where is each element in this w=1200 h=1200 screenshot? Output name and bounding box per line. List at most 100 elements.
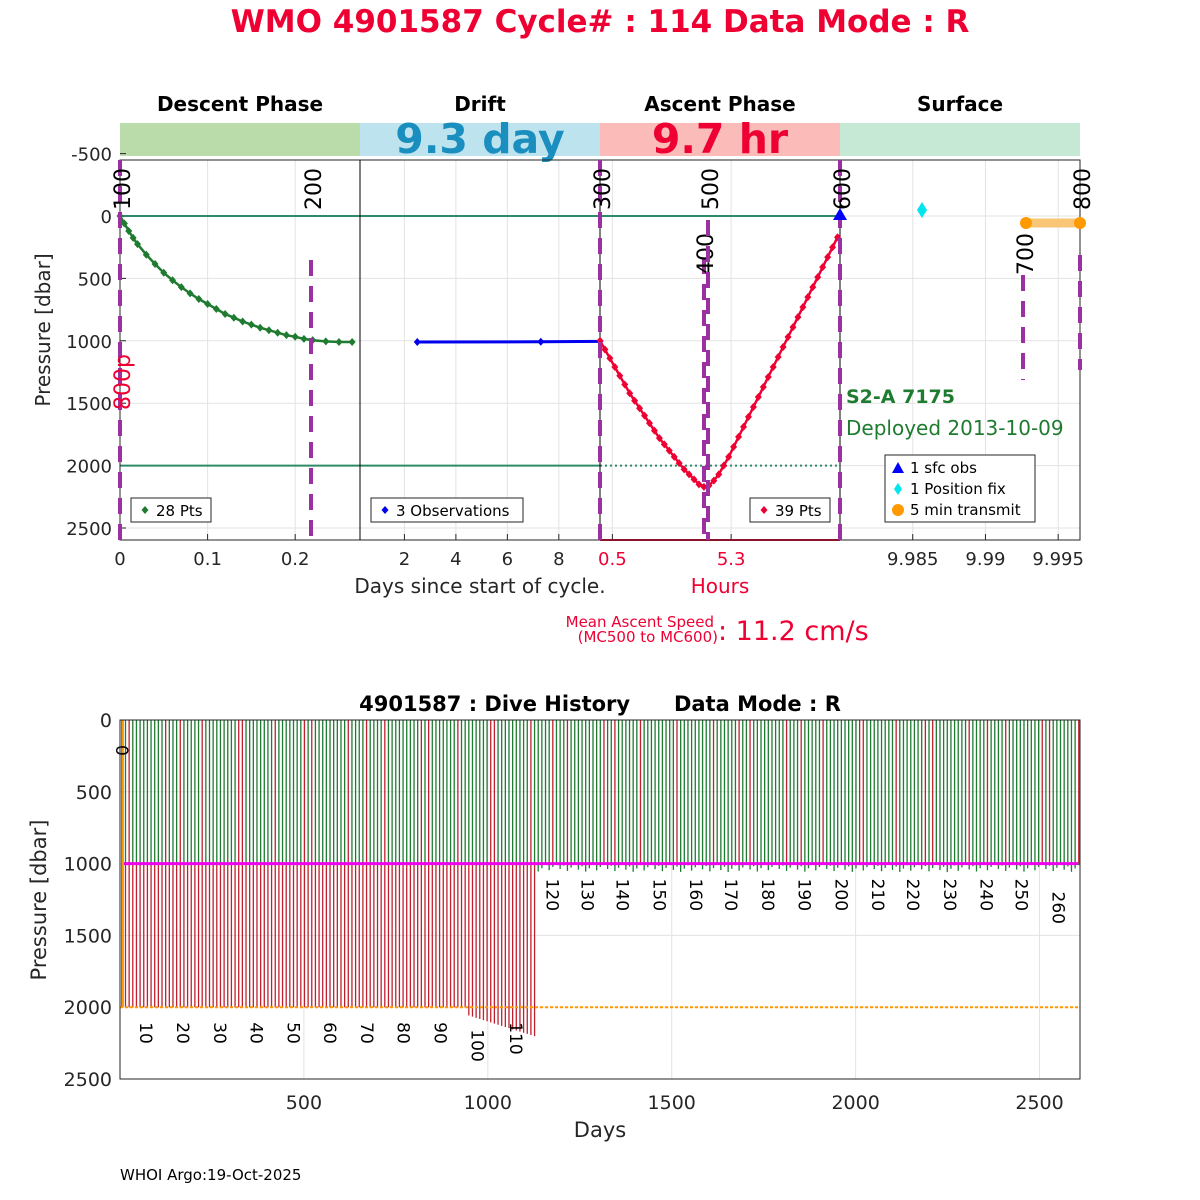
cycle-label-first: 0 (111, 745, 131, 756)
cycle-label: 80 (393, 1022, 413, 1044)
x-tick-label: 0.1 (193, 549, 222, 570)
data-point (744, 412, 752, 421)
phase-band-2 (360, 123, 600, 156)
surface-legend-marker (892, 504, 904, 516)
data-point (125, 226, 133, 235)
data-point (120, 219, 128, 228)
data-point (715, 470, 723, 479)
data-point (650, 426, 658, 435)
cycle-label: 200 (830, 879, 850, 911)
y-tick-label: 0 (100, 710, 112, 732)
x-tick-label: 9.995 (1032, 549, 1084, 570)
data-point (754, 392, 762, 401)
x-tick-label: 9.985 (887, 549, 939, 570)
cycle-label: 180 (757, 879, 777, 911)
surface-legend-label: 1 Position fix (910, 480, 1006, 498)
cycle-label: 160 (685, 879, 705, 911)
data-point (670, 452, 678, 461)
cycle-label: 230 (939, 879, 959, 911)
data-point (537, 337, 545, 346)
data-point (799, 303, 807, 312)
phase-title-2: Drift (454, 92, 506, 116)
phase-band-text-2: 9.3 day (395, 115, 564, 163)
mc-label-800: 800 (1071, 168, 1096, 210)
data-point (212, 304, 220, 313)
y-tick-label: 2500 (64, 1069, 112, 1091)
legend-marker-3 (760, 506, 768, 514)
cycle-label: 60 (319, 1022, 339, 1044)
cycle-label: 190 (794, 879, 814, 911)
y-tick-label: 0 (101, 207, 112, 228)
y-tick-label: 1000 (66, 332, 112, 353)
data-point (195, 294, 203, 303)
phase-title-1: Descent Phase (157, 92, 323, 116)
cycle-label: 10 (135, 1022, 155, 1044)
y-tick-label: 1000 (64, 854, 112, 876)
dive-bars (121, 720, 1080, 1037)
data-point (829, 243, 837, 252)
data-point (626, 389, 634, 398)
data-point (204, 299, 212, 308)
legend-marker-1 (141, 506, 149, 514)
data-point (256, 323, 264, 332)
data-point (335, 338, 343, 347)
ascent-speed-label: Mean Ascent Speed (566, 613, 714, 631)
data-point (814, 273, 822, 282)
transmit-marker (1074, 217, 1086, 229)
data-point (177, 283, 185, 292)
y-tick-label: 2500 (66, 519, 112, 540)
cycle-label: 90 (429, 1022, 449, 1044)
phase-title-4: Surface (917, 92, 1003, 116)
data-point (348, 338, 356, 347)
cycle-label: 40 (246, 1022, 266, 1044)
position-fix-marker (917, 202, 927, 218)
data-point (239, 317, 247, 326)
data-point (291, 332, 299, 341)
surface-legend-marker (892, 462, 904, 473)
x-tick-label: 2500 (1015, 1092, 1063, 1114)
mc-label-100: 100 (111, 168, 136, 210)
cycle-label: 110 (505, 1022, 525, 1054)
data-point (774, 353, 782, 362)
data-point (230, 313, 238, 322)
footer-text: WHOI Argo:19-Oct-2025 (120, 1166, 302, 1184)
mc-label-500: 500 (699, 168, 724, 210)
phase-band-4 (840, 123, 1080, 156)
x-tick-label: 4 (450, 549, 461, 570)
data-point (282, 331, 290, 340)
y-tick-label: 1500 (64, 925, 112, 947)
data-point (685, 470, 693, 479)
cycle-label: 220 (902, 879, 922, 911)
data-point (749, 402, 757, 411)
data-point (621, 380, 629, 389)
data-point (740, 422, 748, 431)
cycle-label: 150 (648, 879, 668, 911)
data-point (265, 326, 273, 335)
data-point (779, 343, 787, 352)
legend-label-2: 3 Observations (396, 502, 510, 520)
cycle-label: 120 (542, 879, 562, 911)
cycle-label: 130 (577, 879, 597, 911)
deployed-date: Deployed 2013-10-09 (846, 416, 1064, 440)
data-point (675, 459, 683, 468)
transmit-marker (1020, 217, 1032, 229)
data-point (680, 465, 688, 474)
x-tick-label: 2 (399, 549, 410, 570)
history-title: 4901587 : Dive History Data Mode : R (359, 692, 841, 716)
x-tick-label: 1000 (464, 1092, 512, 1114)
data-point (769, 363, 777, 372)
data-point (616, 371, 624, 380)
cycle-label: 20 (172, 1022, 192, 1044)
data-point (789, 323, 797, 332)
phase-band-3 (600, 123, 840, 156)
y-tick-label: 500 (78, 269, 112, 290)
data-point (665, 446, 673, 455)
legend-marker-2 (381, 506, 389, 514)
legend-label-3: 39 Pts (775, 502, 822, 520)
mc-label-300: 300 (591, 168, 616, 210)
x-tick-label: 0.2 (281, 549, 310, 570)
y-tick-label: 1500 (66, 394, 112, 415)
top-y-axis-label: Pressure [dbar] (31, 253, 55, 406)
phase-band-text-3: 9.7 hr (652, 115, 789, 163)
data-point (300, 334, 308, 343)
